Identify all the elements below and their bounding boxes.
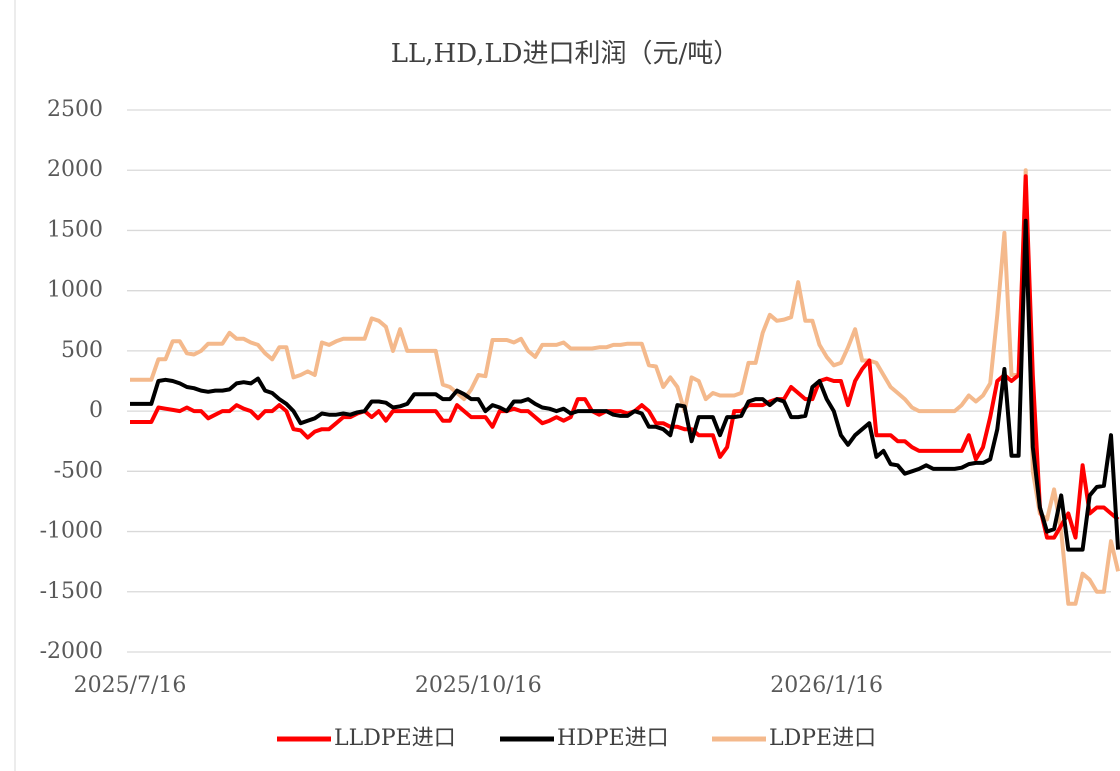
y-tick-label: 1500 — [47, 217, 103, 242]
legend-label: LLDPE进口 — [334, 726, 456, 751]
chart-title: LL,HD,LD进口利润（元/吨） — [391, 39, 740, 69]
series-line — [130, 218, 1120, 552]
y-tick-label: 0 — [89, 398, 103, 423]
x-tick-label: 2026/1/16 — [770, 673, 883, 698]
y-tick-label: -500 — [54, 458, 103, 483]
y-tick-label: -1000 — [40, 519, 103, 544]
y-tick-label: 1000 — [47, 278, 103, 303]
y-tick-label: 500 — [61, 338, 103, 363]
y-tick-label: 2000 — [47, 157, 103, 182]
y-tick-label: -2000 — [40, 639, 103, 664]
x-tick-label: 2025/7/16 — [74, 673, 187, 698]
x-tick-label: 2025/10/16 — [415, 673, 542, 698]
legend-label: HDPE进口 — [557, 726, 669, 751]
y-tick-label: -1500 — [40, 579, 103, 604]
series-line — [130, 168, 1120, 606]
y-tick-label: 2500 — [47, 97, 103, 122]
series-line — [130, 174, 1120, 540]
legend-label: LDPE进口 — [769, 726, 876, 751]
